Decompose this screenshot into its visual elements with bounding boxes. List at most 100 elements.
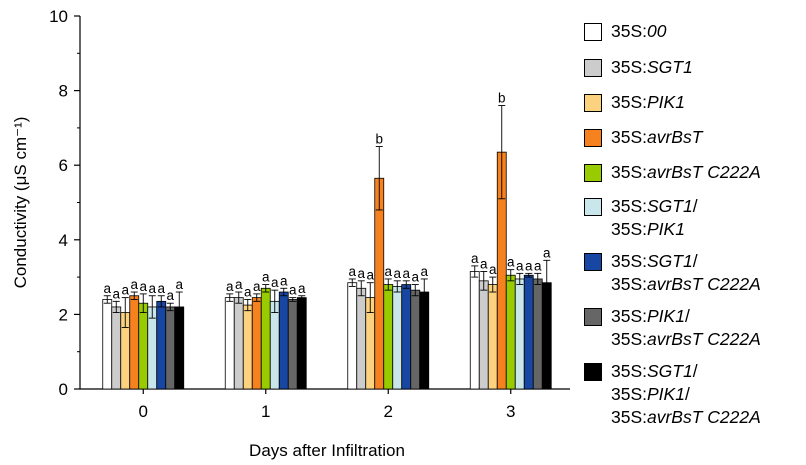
bar bbox=[532, 278, 543, 390]
bar bbox=[156, 300, 167, 390]
bar bbox=[419, 291, 430, 390]
legend-label: 35S:SGT1/35S:avrBsT C222A bbox=[611, 251, 761, 294]
legend-item: 35S:avrBsT bbox=[584, 126, 804, 149]
chart-legend: 35S:00 35S:SGT1 35S:PIK1 35S:avrBsT 35S:avrB… bbox=[584, 10, 804, 429]
bar bbox=[278, 291, 289, 390]
legend-item: 35S:SGT1/35S:avrBsT C222A bbox=[584, 250, 804, 296]
significance-letter: a bbox=[166, 288, 174, 303]
legend-item: 35S:SGT1 bbox=[584, 56, 804, 79]
x-tick-label: 3 bbox=[506, 402, 515, 421]
legend-label: 35S:avrBsT bbox=[611, 127, 703, 147]
bar bbox=[147, 306, 158, 390]
bar bbox=[296, 297, 307, 390]
bar bbox=[505, 274, 516, 390]
y-axis-label: Conductivity (μS cm⁻¹) bbox=[11, 117, 30, 289]
significance-letter: a bbox=[357, 266, 365, 281]
significance-letter: a bbox=[280, 273, 288, 288]
legend-label: 35S:SGT1/35S:PIK1 bbox=[611, 196, 698, 239]
significance-letter: a bbox=[289, 283, 297, 298]
bar bbox=[242, 304, 253, 390]
significance-letter: a bbox=[420, 264, 428, 279]
bar bbox=[401, 284, 412, 390]
significance-letter: a bbox=[157, 281, 165, 296]
bar bbox=[224, 297, 235, 390]
significance-letter: a bbox=[298, 281, 306, 296]
significance-letter: a bbox=[103, 281, 111, 296]
x-tick-label: 0 bbox=[139, 402, 148, 421]
significance-letter: a bbox=[112, 286, 120, 301]
bar bbox=[392, 286, 403, 390]
bar bbox=[487, 284, 498, 390]
bar bbox=[383, 284, 394, 390]
legend-swatch bbox=[584, 253, 602, 271]
legend-swatch bbox=[584, 23, 602, 41]
legend-label: 35S:avrBsT C222A bbox=[611, 162, 761, 182]
bar bbox=[138, 302, 149, 390]
bar bbox=[287, 299, 298, 390]
y-tick-label: 0 bbox=[59, 380, 68, 399]
bar bbox=[523, 274, 534, 390]
y-tick-label: 2 bbox=[59, 305, 68, 324]
bar bbox=[410, 289, 421, 390]
y-tick-label: 6 bbox=[59, 156, 68, 175]
significance-letter: a bbox=[226, 279, 234, 294]
significance-letter: a bbox=[402, 266, 410, 281]
bar bbox=[478, 280, 489, 390]
significance-letter: b bbox=[498, 91, 506, 106]
significance-letter: a bbox=[130, 277, 138, 292]
significance-letter: a bbox=[480, 257, 488, 272]
legend-label: 35S:SGT1/35S:PIK1/35S:avrBsT C222A bbox=[611, 361, 761, 427]
bar bbox=[233, 297, 244, 390]
significance-letter: a bbox=[148, 281, 156, 296]
significance-letter: a bbox=[525, 258, 533, 273]
legend-swatch bbox=[584, 308, 602, 326]
bar bbox=[260, 287, 271, 390]
legend-swatch bbox=[584, 363, 602, 381]
significance-letter: a bbox=[121, 283, 129, 298]
legend-item: 35S:avrBsT C222A bbox=[584, 161, 804, 184]
bar bbox=[356, 287, 367, 390]
significance-letter: a bbox=[366, 268, 374, 283]
legend-item: 35S:SGT1/35S:PIK1/35S:avrBsT C222A bbox=[584, 360, 804, 429]
bar bbox=[165, 306, 176, 390]
legend-swatch bbox=[584, 94, 602, 112]
legend-item: 35S:SGT1/35S:PIK1 bbox=[584, 195, 804, 241]
legend-label: 35S:00 bbox=[611, 21, 667, 41]
legend-item: 35S:PIK1/35S:avrBsT C222A bbox=[584, 305, 804, 351]
legend-swatch bbox=[584, 59, 602, 77]
bar bbox=[111, 306, 122, 390]
y-tick-label: 10 bbox=[49, 7, 68, 26]
significance-letter: a bbox=[235, 277, 243, 292]
significance-letter: b bbox=[375, 132, 383, 147]
legend-label: 35S:PIK1/35S:avrBsT C222A bbox=[611, 306, 761, 349]
significance-letter: a bbox=[516, 258, 524, 273]
significance-letter: a bbox=[139, 279, 147, 294]
significance-letter: a bbox=[253, 279, 261, 294]
x-axis-label: Days after Infiltration bbox=[249, 441, 405, 460]
significance-letter: a bbox=[543, 245, 551, 260]
legend-label: 35S:PIK1 bbox=[611, 92, 685, 112]
y-tick-label: 4 bbox=[59, 231, 68, 250]
y-tick-label: 8 bbox=[59, 82, 68, 101]
bar bbox=[514, 278, 525, 390]
bar bbox=[347, 282, 358, 390]
bar bbox=[129, 295, 140, 390]
significance-letter: a bbox=[507, 255, 515, 270]
legend-item: 35S:PIK1 bbox=[584, 91, 804, 114]
bar bbox=[469, 271, 480, 390]
legend-swatch bbox=[584, 198, 602, 216]
x-tick-label: 2 bbox=[384, 402, 393, 421]
legend-label: 35S:SGT1 bbox=[611, 57, 693, 77]
significance-letter: a bbox=[489, 262, 497, 277]
significance-letter: a bbox=[175, 277, 183, 292]
bar bbox=[269, 300, 280, 390]
legend-item: 35S:00 bbox=[584, 20, 804, 43]
significance-letter: a bbox=[393, 266, 401, 281]
significance-letter: a bbox=[534, 258, 542, 273]
significance-letter: a bbox=[411, 270, 419, 285]
x-tick-label: 1 bbox=[261, 402, 270, 421]
significance-letter: a bbox=[348, 264, 356, 279]
